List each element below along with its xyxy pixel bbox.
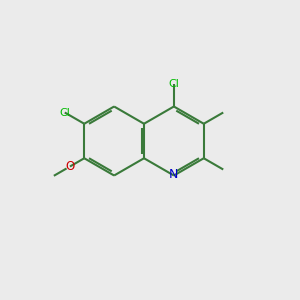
Text: O: O [65,160,75,173]
Text: Cl: Cl [168,79,179,89]
Text: Cl: Cl [59,107,70,118]
Text: N: N [169,168,178,182]
